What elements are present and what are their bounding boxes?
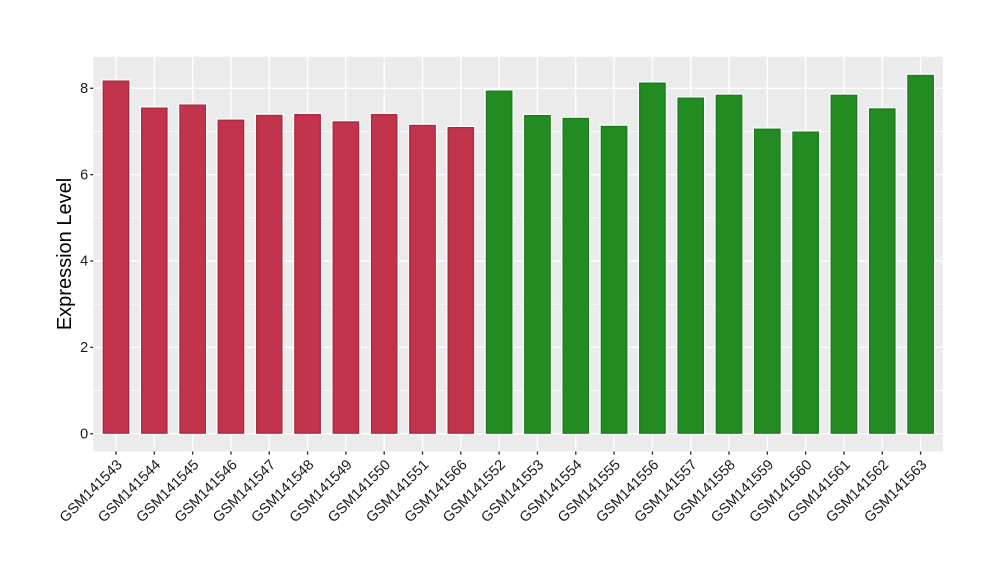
svg-text:Expression Level: Expression Level [54,178,76,330]
svg-text:2: 2 [80,340,88,356]
svg-text:0: 0 [80,426,88,442]
svg-text:6: 6 [80,167,88,183]
svg-text:4: 4 [80,254,88,270]
svg-text:8: 8 [80,81,88,97]
